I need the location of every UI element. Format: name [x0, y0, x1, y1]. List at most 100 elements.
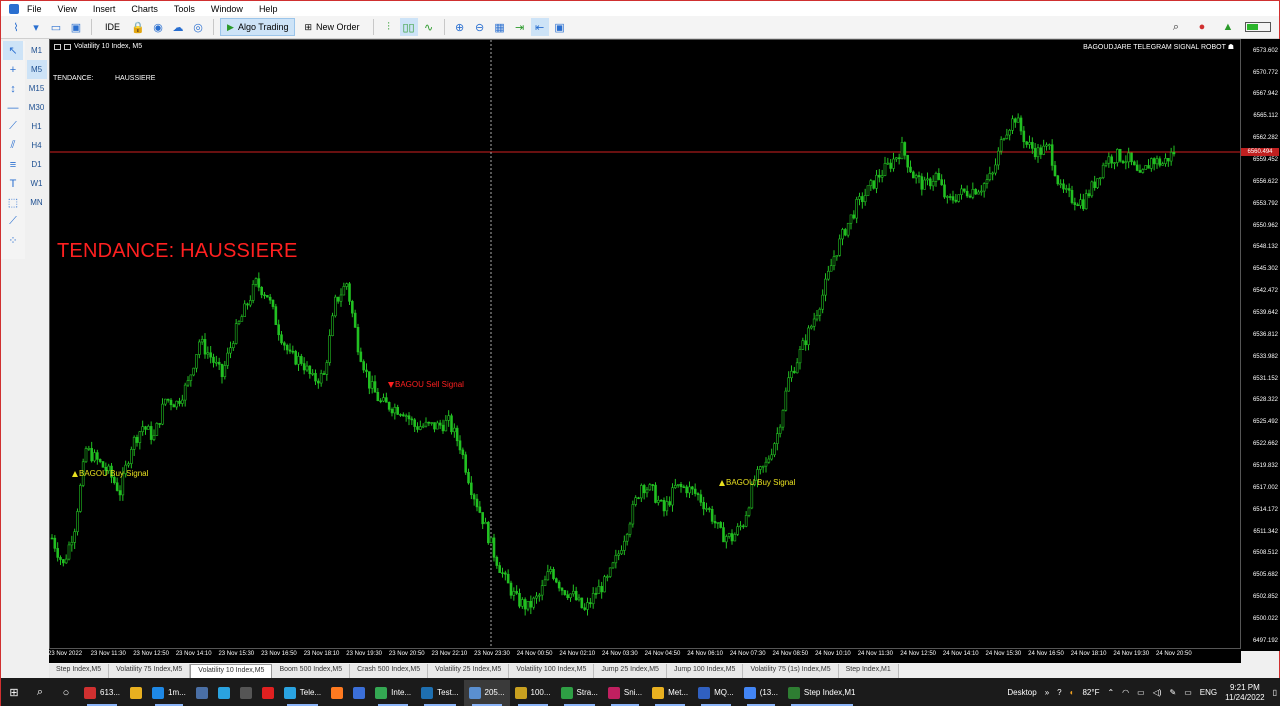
taskbar-app[interactable]: 613... [79, 680, 125, 706]
timeframe-h4[interactable]: H4 [31, 141, 42, 150]
symbol-tab[interactable]: Volatility 75 Index,M5 [109, 664, 191, 678]
timeframe-d1[interactable]: D1 [31, 160, 42, 169]
candle [747, 507, 751, 516]
timeframe-w1[interactable]: W1 [30, 179, 43, 188]
autoscroll-icon[interactable]: ⇥ [514, 21, 525, 34]
taskbar-app[interactable]: 1m... [147, 680, 191, 706]
profiles-icon[interactable]: ▭ [50, 21, 62, 34]
text-icon[interactable]: T [9, 177, 17, 190]
price-chart[interactable]: Volatility 10 Index, M5 BAGOUDJARE TELEG… [49, 39, 1241, 649]
pen-icon[interactable]: ⟋ [9, 215, 17, 227]
screenshot-icon[interactable]: ▣ [554, 21, 565, 34]
menu-file[interactable]: File [27, 3, 42, 14]
taskbar-app[interactable]: Tele... [279, 680, 326, 706]
tray-up-icon[interactable]: ⌃ [1107, 688, 1115, 697]
menu-window[interactable]: Window [210, 3, 243, 14]
more-tools-icon[interactable]: ⁘ [8, 235, 18, 247]
symbol-tab[interactable]: Step Index,M1 [838, 664, 899, 678]
taskbar-app[interactable]: MQ... [693, 680, 739, 706]
line-chart-icon[interactable]: ∿ [423, 21, 434, 34]
taskbar-app[interactable]: Step Index,M1 [783, 680, 861, 706]
timeframe-m5[interactable]: M5 [26, 60, 47, 79]
search-icon[interactable]: ⌕ [1172, 20, 1180, 33]
symbol-tab[interactable]: Jump 100 Index,M5 [666, 664, 744, 678]
search-icon[interactable]: ⌕ [36, 686, 44, 698]
symbol-tab[interactable]: Volatility 10 Index,M5 [190, 664, 273, 678]
timeframe-m30[interactable]: M30 [28, 103, 45, 112]
strategy-icon[interactable]: 🔒 [131, 21, 145, 34]
candle-chart-icon[interactable]: ▯▯ [399, 18, 418, 36]
menu-view[interactable]: View [57, 3, 77, 14]
taskbar-app[interactable] [348, 680, 370, 706]
pen-tray-icon[interactable]: ✎ [1169, 688, 1177, 697]
taskbar-app[interactable] [257, 680, 279, 706]
menu-insert[interactable]: Insert [92, 3, 116, 14]
taskbar-app[interactable] [213, 680, 235, 706]
cursor-icon[interactable]: ↖ [3, 41, 23, 60]
wifi-icon[interactable]: ◠ [1122, 688, 1130, 697]
symbol-tab[interactable]: Volatility 25 Index,M5 [428, 664, 510, 678]
ide-button[interactable]: IDE [98, 18, 127, 36]
windows-start-icon[interactable]: ⊞ [9, 687, 19, 699]
clock[interactable]: 9:21 PM 11/24/2022 [1225, 683, 1264, 703]
taskbar-app[interactable] [235, 680, 257, 706]
taskbar-app[interactable]: (13... [739, 680, 783, 706]
battery-tray-icon[interactable]: ▭ [1137, 688, 1145, 697]
taskbar-app[interactable]: Met... [647, 680, 693, 706]
trendline-icon[interactable]: ⟋ [9, 120, 17, 132]
grid-icon[interactable]: ▦ [494, 21, 505, 34]
bar-chart-icon[interactable]: ⫶ [387, 20, 390, 33]
symbol-tab[interactable]: Jump 25 Index,M5 [594, 664, 667, 678]
volume-icon[interactable]: ◁) [1152, 688, 1162, 697]
cloud-icon[interactable]: ☁ [172, 21, 184, 34]
taskbar-app[interactable] [191, 680, 213, 706]
notification-center-icon[interactable]: ▯ [1272, 688, 1277, 697]
radio-icon[interactable]: ◉ [153, 21, 163, 34]
horizontal-line-icon[interactable]: — [7, 101, 19, 114]
zoom-out-icon[interactable]: ⊖ [474, 21, 485, 34]
help-icon[interactable]: ? [1057, 688, 1062, 697]
candle [555, 578, 558, 583]
menu-charts[interactable]: Charts [131, 3, 158, 14]
zoom-in-icon[interactable]: ⊕ [454, 21, 465, 34]
new-order-button[interactable]: ⊞ New Order [297, 18, 366, 36]
notifications-icon[interactable]: ● [1198, 21, 1206, 33]
symbol-tab[interactable]: Volatility 75 (1s) Index,M5 [743, 664, 839, 678]
signal-icon[interactable]: ▲ [1222, 21, 1234, 33]
taskbar-app[interactable]: Inte... [370, 680, 416, 706]
menu-help[interactable]: Help [258, 3, 278, 14]
timeframe-m1[interactable]: M1 [30, 46, 43, 55]
chart-shift-icon[interactable]: ⇤ [530, 18, 549, 36]
taskbar-app[interactable] [125, 680, 147, 706]
language[interactable]: ENG [1199, 688, 1218, 697]
symbol-tab[interactable]: Boom 500 Index,M5 [272, 664, 351, 678]
desktop-label[interactable]: Desktop [1007, 688, 1037, 697]
separator [91, 19, 92, 35]
timeframe-mn[interactable]: MN [30, 198, 43, 207]
task-view-icon[interactable]: ○ [62, 686, 70, 699]
timeframe-m15[interactable]: M15 [28, 84, 45, 93]
symbol-tab[interactable]: Volatility 100 Index,M5 [509, 664, 595, 678]
templates-icon[interactable]: ▣ [70, 21, 82, 34]
taskbar-app[interactable]: Test... [416, 680, 463, 706]
fibonacci-icon[interactable]: ≡ [9, 158, 17, 171]
chart-type-icon[interactable]: ⌇ [13, 21, 19, 34]
taskbar-app[interactable]: 100... [510, 680, 556, 706]
channel-icon[interactable]: ⫽ [10, 139, 16, 151]
display-icon[interactable]: ▭ [1184, 688, 1192, 697]
symbol-tab[interactable]: Step Index,M5 [49, 664, 110, 678]
vertical-line-icon[interactable]: ↕ [10, 82, 16, 95]
timeframe-h1[interactable]: H1 [31, 122, 42, 131]
crosshair-icon[interactable]: + [9, 63, 17, 76]
taskbar-app[interactable]: Stra... [556, 680, 603, 706]
symbol-tab[interactable]: Crash 500 Index,M5 [350, 664, 429, 678]
taskbar-app[interactable]: Sni... [603, 680, 647, 706]
menu-tools[interactable]: Tools [173, 3, 195, 14]
chevron-icon[interactable]: » [1044, 688, 1050, 697]
taskbar-app[interactable]: 205... [463, 679, 510, 706]
dropdown-icon[interactable]: ▾ [33, 21, 39, 34]
globe-icon[interactable]: ◎ [193, 21, 203, 34]
algo-trading-button[interactable]: ▶ Algo Trading [220, 18, 296, 36]
shapes-icon[interactable]: ⬚ [7, 197, 19, 209]
taskbar-app[interactable] [326, 680, 348, 706]
